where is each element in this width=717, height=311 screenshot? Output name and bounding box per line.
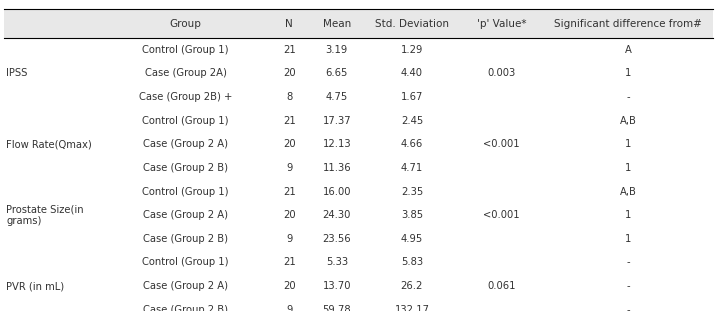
Text: 1: 1 bbox=[625, 210, 632, 220]
Text: 4.66: 4.66 bbox=[401, 139, 423, 149]
Text: Std. Deviation: Std. Deviation bbox=[375, 19, 449, 29]
Text: 4.75: 4.75 bbox=[326, 92, 348, 102]
Text: Flow Rate(Qmax): Flow Rate(Qmax) bbox=[6, 139, 92, 149]
Text: 21: 21 bbox=[283, 187, 295, 197]
Text: 1: 1 bbox=[625, 139, 632, 149]
Text: 1.29: 1.29 bbox=[401, 45, 423, 55]
Text: 1: 1 bbox=[625, 68, 632, 78]
Text: Control (Group 1): Control (Group 1) bbox=[143, 116, 229, 126]
Text: -: - bbox=[627, 305, 630, 311]
Text: Case (Group 2A): Case (Group 2A) bbox=[145, 68, 227, 78]
Text: 59.78: 59.78 bbox=[323, 305, 351, 311]
Text: -: - bbox=[627, 258, 630, 267]
Text: <0.001: <0.001 bbox=[483, 210, 520, 220]
Text: Case (Group 2 A): Case (Group 2 A) bbox=[143, 281, 228, 291]
Text: A,B: A,B bbox=[620, 187, 637, 197]
Text: 13.70: 13.70 bbox=[323, 281, 351, 291]
Text: -: - bbox=[627, 92, 630, 102]
Text: 1: 1 bbox=[625, 163, 632, 173]
Text: 3.19: 3.19 bbox=[326, 45, 348, 55]
Text: Control (Group 1): Control (Group 1) bbox=[143, 187, 229, 197]
Text: 20: 20 bbox=[283, 139, 295, 149]
Text: 11.36: 11.36 bbox=[323, 163, 351, 173]
Text: Case (Group 2 B): Case (Group 2 B) bbox=[143, 163, 228, 173]
Text: 5.33: 5.33 bbox=[326, 258, 348, 267]
Text: Case (Group 2 A): Case (Group 2 A) bbox=[143, 139, 228, 149]
Text: 21: 21 bbox=[283, 45, 295, 55]
Text: 'p' Value*: 'p' Value* bbox=[477, 19, 526, 29]
Text: Control (Group 1): Control (Group 1) bbox=[143, 258, 229, 267]
Text: A,B: A,B bbox=[620, 116, 637, 126]
Bar bbox=[4, 9, 713, 38]
Text: 9: 9 bbox=[286, 305, 293, 311]
Text: 9: 9 bbox=[286, 163, 293, 173]
Text: Control (Group 1): Control (Group 1) bbox=[143, 45, 229, 55]
Text: 21: 21 bbox=[283, 258, 295, 267]
Text: PVR (in mL): PVR (in mL) bbox=[6, 281, 65, 291]
Text: 2.45: 2.45 bbox=[401, 116, 423, 126]
Text: 2.35: 2.35 bbox=[401, 187, 423, 197]
Text: 12.13: 12.13 bbox=[323, 139, 351, 149]
Text: 23.56: 23.56 bbox=[323, 234, 351, 244]
Text: 4.95: 4.95 bbox=[401, 234, 423, 244]
Text: Case (Group 2 B): Case (Group 2 B) bbox=[143, 305, 228, 311]
Text: -: - bbox=[627, 281, 630, 291]
Text: Case (Group 2B) +: Case (Group 2B) + bbox=[139, 92, 232, 102]
Text: 4.40: 4.40 bbox=[401, 68, 423, 78]
Text: 1: 1 bbox=[625, 234, 632, 244]
Text: 132.17: 132.17 bbox=[394, 305, 429, 311]
Text: N: N bbox=[285, 19, 293, 29]
Text: 20: 20 bbox=[283, 68, 295, 78]
Text: Significant difference from#: Significant difference from# bbox=[554, 19, 702, 29]
Text: Mean: Mean bbox=[323, 19, 351, 29]
Text: 20: 20 bbox=[283, 210, 295, 220]
Text: 6.65: 6.65 bbox=[326, 68, 348, 78]
Text: 0.003: 0.003 bbox=[488, 68, 516, 78]
Text: 17.37: 17.37 bbox=[323, 116, 351, 126]
Text: 3.85: 3.85 bbox=[401, 210, 423, 220]
Text: IPSS: IPSS bbox=[6, 68, 28, 78]
Text: 1.67: 1.67 bbox=[401, 92, 423, 102]
Text: A: A bbox=[625, 45, 632, 55]
Text: 16.00: 16.00 bbox=[323, 187, 351, 197]
Text: 4.71: 4.71 bbox=[401, 163, 423, 173]
Text: Case (Group 2 B): Case (Group 2 B) bbox=[143, 234, 228, 244]
Text: Group: Group bbox=[170, 19, 201, 29]
Text: 21: 21 bbox=[283, 116, 295, 126]
Text: 26.2: 26.2 bbox=[401, 281, 423, 291]
Text: 8: 8 bbox=[286, 92, 293, 102]
Text: 0.061: 0.061 bbox=[488, 281, 516, 291]
Text: Prostate Size(in
grams): Prostate Size(in grams) bbox=[6, 204, 84, 226]
Text: 24.30: 24.30 bbox=[323, 210, 351, 220]
Text: 20: 20 bbox=[283, 281, 295, 291]
Text: Case (Group 2 A): Case (Group 2 A) bbox=[143, 210, 228, 220]
Text: <0.001: <0.001 bbox=[483, 139, 520, 149]
Text: 9: 9 bbox=[286, 234, 293, 244]
Text: 5.83: 5.83 bbox=[401, 258, 423, 267]
